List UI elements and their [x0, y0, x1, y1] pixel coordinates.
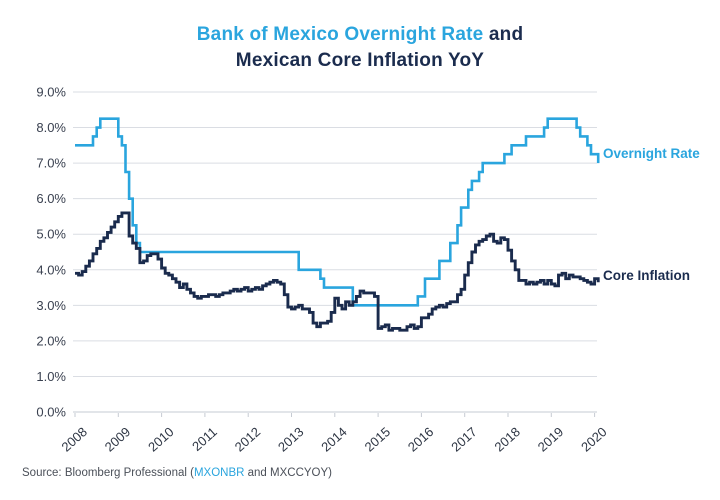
x-tick-label: 2011 — [189, 424, 220, 454]
x-tick-label: 2014 — [318, 424, 350, 454]
source-ticker-mxonbr: MXONBR — [193, 467, 245, 479]
x-tick-label: 2019 — [535, 424, 567, 454]
title-line1: Bank of Mexico Overnight Rate and — [0, 22, 720, 48]
chart-title: Bank of Mexico Overnight Rate and Mexica… — [0, 22, 720, 74]
y-tick-label: 1.0% — [36, 369, 66, 384]
core-inflation-label: Core Inflation — [603, 268, 690, 283]
y-tick-label: 4.0% — [36, 262, 66, 277]
y-tick-label: 6.0% — [36, 191, 66, 206]
y-tick-label: 9.0% — [36, 85, 66, 100]
source-prefix: Source: Bloomberg Professional ( — [22, 467, 194, 479]
x-tick-label: 2010 — [145, 424, 177, 454]
x-tick-label: 2018 — [491, 424, 523, 454]
x-tick-label: 2013 — [275, 424, 307, 454]
x-tick-label: 2015 — [362, 424, 394, 454]
x-tick-label: 2009 — [102, 424, 134, 454]
x-tick-label: 2012 — [232, 424, 264, 454]
source-note: Source: Bloomberg Professional (MXONBR a… — [22, 467, 332, 479]
title-line2: Mexican Core Inflation YoY — [235, 50, 485, 71]
source-suffix: and MXCCYOY) — [244, 467, 332, 479]
y-tick-label: 8.0% — [36, 120, 66, 135]
x-tick-label: 2020 — [578, 424, 610, 454]
y-tick-label: 7.0% — [36, 156, 66, 171]
x-tick-label: 2008 — [58, 424, 90, 454]
x-tick-label: 2016 — [405, 424, 437, 454]
y-tick-label: 5.0% — [36, 227, 66, 242]
y-tick-label: 3.0% — [36, 298, 66, 313]
overnight-rate-label: Overnight Rate — [603, 146, 700, 161]
x-tick-label: 2017 — [448, 424, 480, 454]
y-tick-label: 0.0% — [36, 405, 66, 420]
core-inflation-line — [75, 211, 600, 332]
overnight-rate-line — [75, 117, 600, 307]
title-line1-highlight: Bank of Mexico Overnight Rate — [196, 24, 484, 45]
title-line1-rest: and — [483, 24, 524, 45]
y-tick-label: 2.0% — [36, 333, 66, 348]
